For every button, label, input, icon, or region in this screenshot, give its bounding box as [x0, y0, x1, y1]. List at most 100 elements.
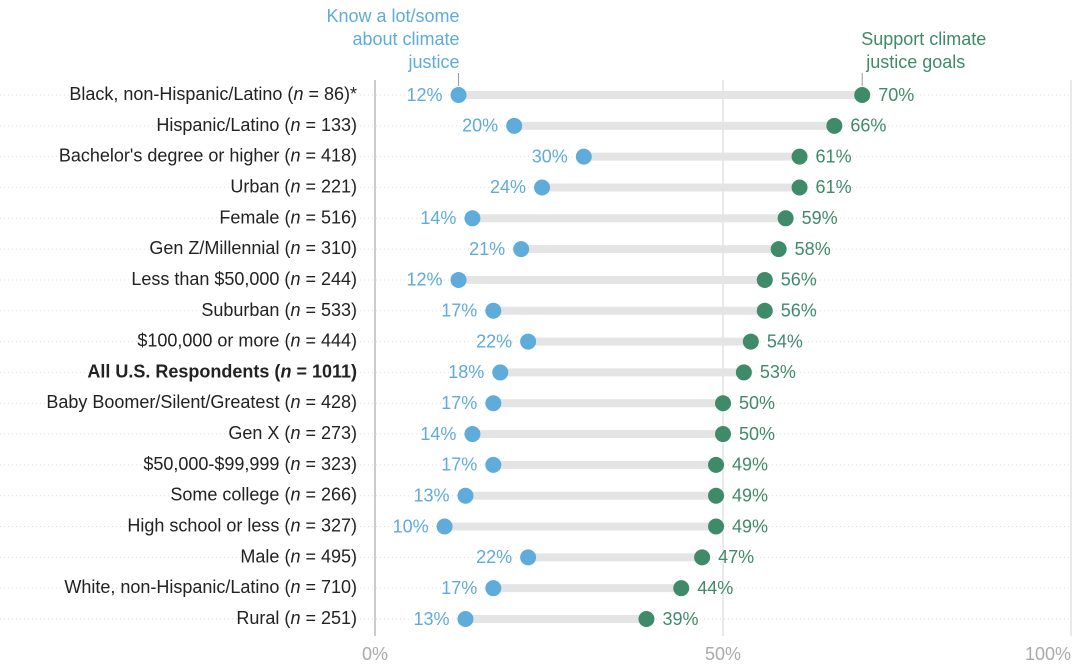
category-label: Female (n = 516) — [219, 207, 357, 227]
connector — [542, 183, 800, 192]
value-label: 61% — [816, 177, 852, 197]
dot — [708, 518, 725, 535]
value-label: 54% — [767, 331, 803, 351]
dot — [450, 87, 467, 103]
connector — [514, 121, 835, 130]
connector — [493, 584, 682, 593]
dot — [791, 148, 808, 165]
value-label: 56% — [781, 270, 817, 290]
value-label: 59% — [802, 208, 838, 228]
x-tick-label: 50% — [705, 644, 741, 664]
connector — [458, 275, 765, 284]
connector — [521, 245, 779, 254]
dot — [742, 333, 759, 350]
value-label: 14% — [420, 208, 456, 228]
dot — [464, 210, 481, 227]
value-label: 13% — [413, 609, 449, 629]
value-label: 24% — [490, 177, 526, 197]
value-label: 30% — [532, 146, 568, 166]
dot — [492, 364, 509, 381]
connector — [493, 306, 765, 315]
dot — [638, 611, 655, 627]
dot — [575, 148, 592, 165]
value-label: 49% — [732, 485, 768, 505]
value-label: 47% — [718, 547, 754, 567]
category-label: Baby Boomer/Silent/Greatest (n = 428) — [46, 392, 357, 412]
dot — [694, 549, 711, 566]
legend-label: Support climate justice goals — [861, 29, 986, 72]
value-label: 66% — [850, 116, 886, 136]
dot — [770, 241, 787, 258]
value-label: 49% — [732, 455, 768, 475]
dot — [715, 395, 731, 412]
dot — [520, 333, 537, 350]
category-label: Gen X (n = 273) — [228, 423, 357, 443]
connector — [493, 460, 717, 469]
dot — [777, 210, 794, 227]
category-label: Hispanic/Latino (n = 133) — [156, 115, 357, 135]
value-label: 17% — [441, 301, 477, 321]
value-label: 10% — [393, 516, 429, 536]
dot — [450, 271, 467, 288]
category-label: Urban (n = 221) — [230, 176, 357, 196]
category-label: Some college (n = 266) — [170, 484, 357, 504]
value-label: 50% — [739, 424, 775, 444]
dot — [708, 456, 725, 473]
category-label: Gen Z/Millennial (n = 310) — [149, 238, 357, 258]
connector — [528, 337, 751, 346]
dot — [436, 518, 453, 535]
category-label: All U.S. Respondents (n = 1011) — [87, 361, 357, 381]
value-label: 14% — [420, 424, 456, 444]
value-label: 17% — [441, 578, 477, 598]
value-label: 61% — [816, 146, 852, 166]
dot — [715, 426, 731, 443]
connector — [458, 91, 863, 99]
category-label: Suburban (n = 533) — [201, 300, 357, 320]
dot — [854, 87, 871, 103]
value-label: 20% — [462, 116, 498, 136]
dot — [756, 302, 773, 319]
dot — [457, 611, 474, 627]
category-label: Bachelor's degree or higher (n = 418) — [59, 145, 357, 165]
dot — [485, 395, 502, 412]
dot — [513, 241, 530, 258]
value-label: 53% — [760, 362, 796, 382]
dot — [673, 580, 690, 597]
value-label: 13% — [413, 485, 449, 505]
value-label: 50% — [739, 393, 775, 413]
dot — [485, 302, 502, 319]
value-label: 70% — [878, 85, 914, 105]
connector — [500, 368, 744, 377]
value-label: 44% — [697, 578, 733, 598]
value-label: 58% — [795, 239, 831, 259]
legend-label: Know a lot/some about climate justice — [326, 6, 459, 72]
category-label: $100,000 or more (n = 444) — [137, 330, 357, 350]
dot — [457, 487, 474, 504]
value-label: 39% — [662, 609, 698, 629]
value-label: 17% — [441, 393, 477, 413]
category-label: Less than $50,000 (n = 244) — [131, 269, 357, 289]
category-label: White, non-Hispanic/Latino (n = 710) — [64, 577, 357, 597]
connector — [472, 214, 786, 223]
category-label: Rural (n = 251) — [236, 608, 357, 628]
dot — [756, 271, 773, 288]
value-label: 18% — [448, 362, 484, 382]
connector — [465, 615, 647, 623]
x-tick-label: 100% — [1025, 644, 1071, 664]
value-label: 49% — [732, 516, 768, 536]
connector — [465, 491, 717, 500]
dot — [464, 426, 481, 443]
value-label: 21% — [469, 239, 505, 259]
dot — [708, 487, 725, 504]
connector — [528, 553, 703, 562]
connector — [472, 430, 723, 439]
dot — [791, 179, 808, 196]
category-label: $50,000-$99,999 (n = 323) — [143, 454, 357, 474]
dot — [485, 580, 502, 597]
connector — [583, 152, 800, 161]
category-label: Black, non-Hispanic/Latino (n = 86)* — [69, 84, 357, 104]
value-label: 12% — [406, 270, 442, 290]
dot — [534, 179, 551, 196]
value-label: 56% — [781, 301, 817, 321]
dot — [485, 456, 502, 473]
